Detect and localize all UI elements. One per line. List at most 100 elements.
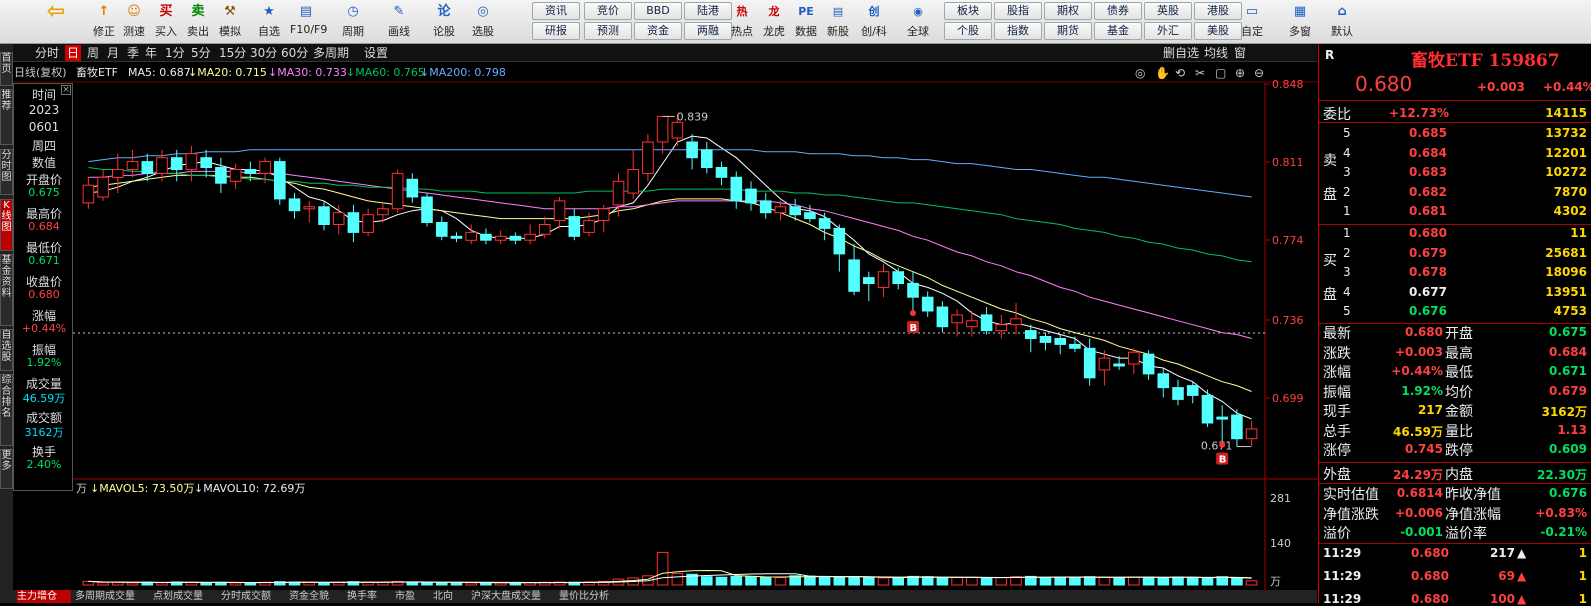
candle[interactable] xyxy=(1172,387,1184,400)
period-tab[interactable]: 分时 xyxy=(35,46,60,60)
candle[interactable] xyxy=(1083,347,1096,379)
candle[interactable] xyxy=(597,208,610,222)
zoom-out-icon[interactable]: ⊖ xyxy=(1254,66,1264,80)
kline-chart[interactable]: 0.848 0.811 0.774 0.736 0.699 281 140 万 0.839 0.… xyxy=(0,0,1318,590)
toolbar-6-button[interactable]: ▤ F10/F9 xyxy=(290,2,327,42)
quick-button[interactable]: 竞价 xyxy=(584,2,632,20)
candle[interactable] xyxy=(524,233,536,241)
candle[interactable] xyxy=(730,176,743,202)
candle[interactable] xyxy=(1069,343,1081,349)
volume-bar[interactable] xyxy=(436,582,448,586)
ask-price[interactable]: 0.683 xyxy=(1409,165,1447,179)
market-button[interactable]: 英股 xyxy=(1144,2,1192,20)
candle[interactable] xyxy=(671,121,684,139)
market-button[interactable]: 期权 xyxy=(1044,2,1092,20)
quick-button[interactable]: 研报 xyxy=(532,22,580,40)
candle[interactable] xyxy=(185,153,198,170)
candle[interactable] xyxy=(1039,336,1052,343)
toolbar-1-button[interactable]: ☺ 测速 xyxy=(118,2,150,42)
volume-bar[interactable] xyxy=(833,576,846,586)
candle[interactable] xyxy=(215,167,227,184)
candle[interactable] xyxy=(1142,353,1155,375)
candle[interactable] xyxy=(244,169,257,174)
volume-bar[interactable] xyxy=(126,582,139,586)
toolbar-5-button[interactable]: ★ 自选 xyxy=(253,2,285,42)
candle[interactable] xyxy=(126,161,139,171)
data-window-close-icon[interactable]: × xyxy=(61,85,71,95)
volume-bar[interactable] xyxy=(1245,580,1258,586)
hand-icon[interactable]: ✋ xyxy=(1155,66,1170,80)
period-tab[interactable]: 5分 xyxy=(191,46,211,60)
candle[interactable] xyxy=(156,157,168,174)
market-button[interactable]: 期货 xyxy=(1044,22,1092,40)
indicator-tab[interactable]: 换手率 xyxy=(347,591,377,602)
period-tab[interactable]: 30分 xyxy=(250,46,278,60)
volume-bar[interactable] xyxy=(745,576,757,586)
left-tab-2[interactable]: 分时图 xyxy=(0,149,13,195)
candle[interactable] xyxy=(170,157,183,170)
volume-bar[interactable] xyxy=(966,576,978,586)
candle[interactable] xyxy=(627,169,640,194)
candle[interactable] xyxy=(347,212,360,233)
toolbar-9-button[interactable]: 论论股 xyxy=(428,2,460,42)
left-tab-4[interactable]: 基金资料 xyxy=(0,254,13,326)
candle[interactable] xyxy=(568,216,581,237)
candle[interactable] xyxy=(936,306,949,328)
candle[interactable] xyxy=(804,212,816,220)
candle[interactable] xyxy=(745,188,757,204)
candle[interactable] xyxy=(539,224,551,235)
candle[interactable] xyxy=(848,259,860,292)
cut-icon[interactable]: ✂ xyxy=(1195,66,1205,80)
indicator-tab[interactable]: 市盈 xyxy=(395,591,415,602)
toolbar2-1-button[interactable]: 龙龙虎 xyxy=(758,2,790,42)
candle[interactable] xyxy=(509,235,522,241)
bid-price[interactable]: 0.680 xyxy=(1409,226,1447,240)
volume-bar[interactable] xyxy=(686,573,698,586)
candle[interactable] xyxy=(642,141,654,174)
ask-price[interactable]: 0.685 xyxy=(1409,126,1447,140)
candle[interactable] xyxy=(274,161,286,200)
volume-bar[interactable] xyxy=(1025,575,1037,586)
candle[interactable] xyxy=(259,161,271,174)
candle[interactable] xyxy=(789,206,802,216)
bid-price[interactable]: 0.676 xyxy=(1409,304,1447,318)
candle[interactable] xyxy=(686,141,698,159)
quick-button[interactable]: 资讯 xyxy=(532,2,580,20)
candle[interactable] xyxy=(833,227,846,255)
candle[interactable] xyxy=(863,277,875,285)
zoom-in-icon[interactable]: ⊕ xyxy=(1235,66,1245,80)
indicator-tab[interactable]: 沪深大盘成交量 xyxy=(471,591,541,602)
ask-price[interactable]: 0.681 xyxy=(1409,204,1447,218)
quick-button[interactable]: 两融 xyxy=(684,22,732,40)
bid-price[interactable]: 0.679 xyxy=(1409,245,1447,260)
back-button[interactable]: ⇦ xyxy=(40,1,72,42)
volume-bar[interactable] xyxy=(1039,576,1052,586)
volume-bar[interactable] xyxy=(877,577,890,586)
volume-bar[interactable] xyxy=(1054,576,1067,586)
volume-bar[interactable] xyxy=(318,582,330,586)
volume-bar[interactable] xyxy=(112,581,124,586)
period-right-button[interactable]: 均线 xyxy=(1204,46,1229,60)
candle[interactable] xyxy=(303,206,315,210)
toolbar-0-button[interactable]: ↑ 修正 xyxy=(88,2,120,42)
period-right-button[interactable]: 删自选 xyxy=(1163,46,1200,60)
volume-bar[interactable] xyxy=(97,582,109,586)
volume-bar[interactable] xyxy=(1098,576,1111,586)
volume-bar[interactable] xyxy=(1201,578,1214,586)
candle[interactable] xyxy=(583,220,595,233)
candle[interactable] xyxy=(1025,330,1037,340)
volume-bar[interactable] xyxy=(921,576,934,586)
period-right-button[interactable]: 窗 xyxy=(1234,46,1247,60)
volume-bar[interactable] xyxy=(848,576,860,586)
candle[interactable] xyxy=(1128,351,1140,365)
candle[interactable] xyxy=(818,218,831,229)
indicator-tab[interactable]: 资金全貌 xyxy=(289,591,329,602)
indicator-tab[interactable]: 点划成交量 xyxy=(153,591,203,602)
market-button[interactable]: 外汇 xyxy=(1144,22,1192,40)
volume-bar[interactable] xyxy=(995,577,1008,586)
candle[interactable] xyxy=(715,167,728,178)
volume-bar[interactable] xyxy=(980,577,993,586)
market-button[interactable]: 板块 xyxy=(944,2,992,20)
volume-bar[interactable] xyxy=(274,581,286,586)
volume-bar[interactable] xyxy=(804,575,816,586)
